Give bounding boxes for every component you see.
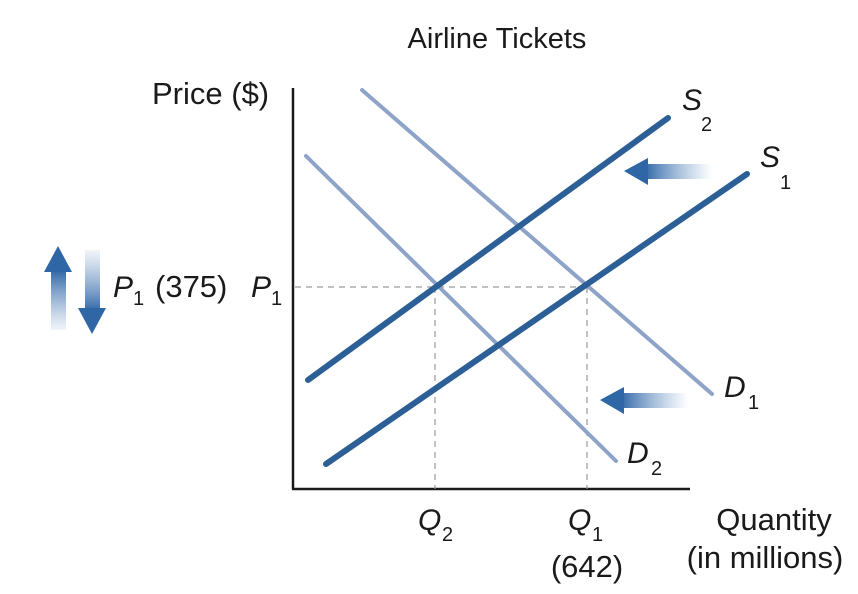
x-axis-label-line2: (in millions) [687, 540, 844, 575]
s2-label: S [682, 84, 702, 117]
demand-shift-left-arrow [600, 387, 688, 414]
supply-shift-left-arrow [624, 158, 712, 185]
price-down-arrow [78, 250, 106, 334]
s1-subscript: 1 [780, 172, 791, 194]
q1-value: (642) [551, 549, 623, 584]
s1-label: S [760, 141, 780, 174]
y-axis-label: Price ($) [152, 76, 269, 111]
d2-subscript: 2 [651, 458, 662, 480]
supply-curve-s1 [323, 171, 750, 467]
q2-subscript: 2 [442, 524, 453, 546]
price-up-arrow [44, 246, 72, 330]
axis-p-subscript: 1 [271, 288, 282, 310]
supply-curve-s2 [305, 115, 671, 383]
chart-title: Airline Tickets [408, 23, 587, 55]
left-p-subscript: 1 [133, 288, 144, 310]
x-axis-label-line1: Quantity [716, 502, 832, 537]
d2-label: D [627, 437, 649, 470]
price-value: (375) [155, 269, 227, 304]
s2-subscript: 2 [701, 114, 712, 136]
axis-p-label: P [251, 271, 271, 304]
q2-label: Q [418, 504, 441, 537]
demand-curve-d2 [304, 154, 618, 463]
q1-subscript: 1 [592, 524, 603, 546]
left-p-label: P [113, 271, 133, 304]
q1-label: Q [568, 504, 591, 537]
demand-curve-d1 [360, 88, 714, 396]
d1-label: D [724, 371, 746, 404]
d1-subscript: 1 [748, 392, 759, 414]
